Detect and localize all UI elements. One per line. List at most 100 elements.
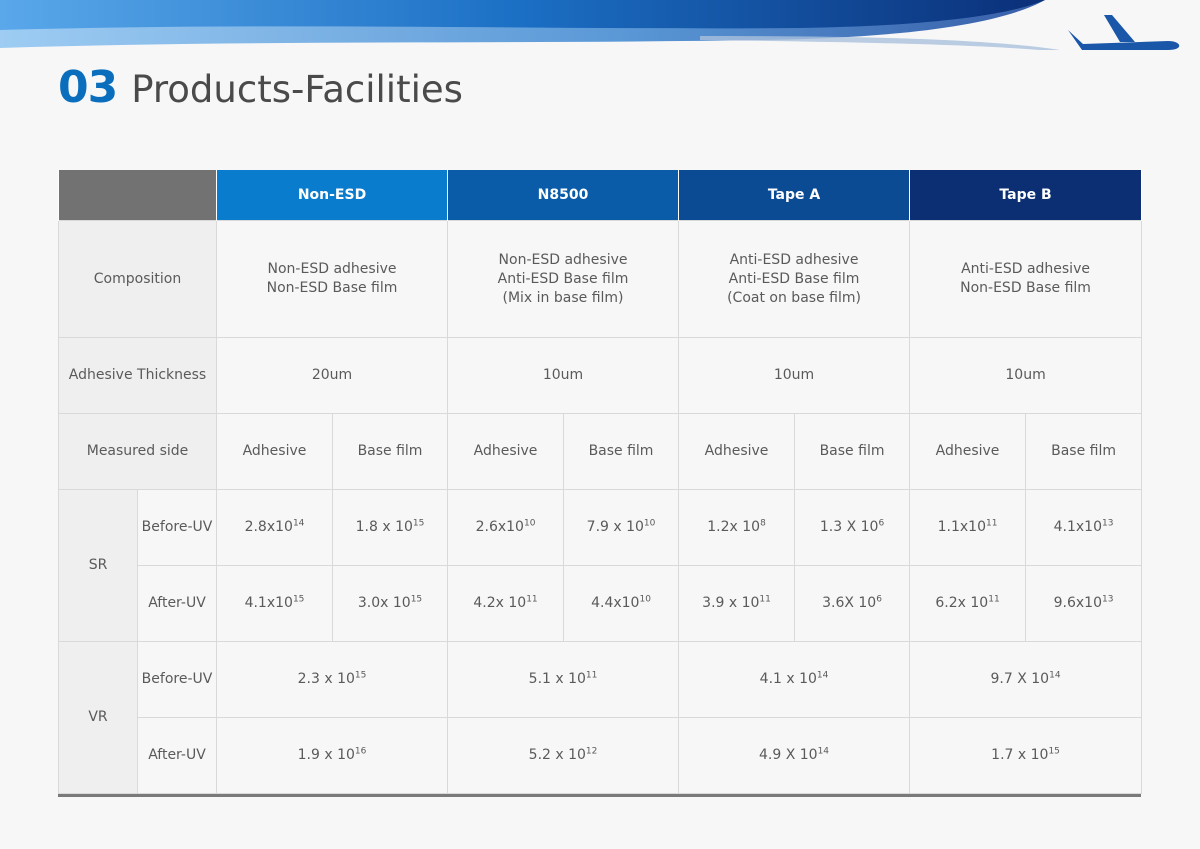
- composition-line: Non-ESD Base film: [960, 280, 1091, 296]
- composition-line: (Mix in base film): [502, 289, 624, 306]
- value-exponent: 6: [878, 518, 885, 529]
- composition-line: Non-ESD adhesive: [498, 251, 628, 268]
- value-exponent: 11: [985, 518, 998, 529]
- vr-before-row: VR Before-UV 2.3 x 1015 5.1 x 1011 4.1 x…: [58, 641, 1143, 794]
- vr-after-label: After-UV: [137, 717, 217, 794]
- measured-side-cell: Adhesive: [216, 413, 333, 490]
- vr-value-cell: 4.9 X 1014: [678, 717, 911, 794]
- value-base: 2.6x10: [475, 519, 524, 535]
- vr-value-cell: 1.9 x 1016: [215, 717, 449, 794]
- sr-value-cell: 4.1x1015: [216, 565, 333, 642]
- value-base: 5.2 x 10: [528, 747, 586, 763]
- composition-line: Non-ESD Base film: [266, 280, 398, 296]
- vr-before-label: Before-UV: [137, 641, 217, 718]
- value-exponent: 11: [759, 594, 771, 605]
- value-exponent: 10: [523, 518, 536, 529]
- value-base: 6.2x 10: [935, 595, 989, 611]
- value-exponent: 14: [292, 518, 305, 529]
- sr-value-cell: 9.6x1013: [1025, 565, 1143, 642]
- value-base: 1.3 X 10: [819, 519, 879, 535]
- measured-side-cell: Adhesive: [447, 413, 565, 490]
- sr-value-cell: 4.4x1010: [563, 565, 680, 642]
- value-exponent: 8: [760, 518, 766, 529]
- value-base: 4.1x10: [244, 595, 293, 611]
- value-exponent: 13: [1102, 594, 1114, 605]
- thickness-cell: 10um: [678, 337, 911, 414]
- thickness-row: Adhesive Thickness 20um 10um 10um 10um: [58, 337, 1143, 414]
- value-exponent: 12: [585, 746, 598, 757]
- vr-value-cell: 2.3 x 1015: [215, 641, 449, 718]
- section-number: 03: [58, 62, 118, 113]
- value-exponent: 11: [526, 594, 538, 605]
- sr-value-cell: 2.8x1014: [216, 489, 333, 566]
- thickness-cell: 10um: [447, 337, 680, 414]
- sr-value-cell: 3.9 x 1011: [678, 565, 796, 642]
- sr-value-cell: 1.3 X 106: [794, 489, 911, 566]
- value-exponent: 15: [1048, 746, 1060, 757]
- sr-value-cell: 4.1x1013: [1025, 489, 1143, 566]
- table-bottom-rule: [58, 794, 1141, 797]
- value-base: 3.6X 10: [822, 595, 877, 611]
- value-base: 4.9 X 10: [759, 747, 818, 763]
- measured-side-cell: Base film: [794, 413, 911, 490]
- sr-after-row: After-UV 4.1x1015 3.0x 1015 4.2x 1011 4.…: [59, 565, 1143, 642]
- value-exponent: 13: [1102, 518, 1114, 529]
- sr-before-label: Before-UV: [137, 489, 217, 566]
- value-exponent: 10: [639, 594, 651, 605]
- value-base: 1.2x 10: [707, 519, 761, 535]
- composition-cell: Non-ESD adhesive Anti-ESD Base film (Mix…: [447, 220, 680, 338]
- sr-value-cell: 3.6X 106: [794, 565, 911, 642]
- measured-side-cell: Base film: [1025, 413, 1143, 490]
- header-tape-a: Tape A: [678, 170, 911, 221]
- value-base: 7.9 x 10: [586, 519, 644, 535]
- vr-label: VR: [58, 641, 138, 794]
- value-exponent: 15: [412, 518, 425, 529]
- sr-value-cell: 3.0x 1015: [331, 565, 449, 642]
- vr-value-cell: 1.7 x 1015: [909, 717, 1143, 794]
- sr-value-cell: 6.2x 1011: [909, 565, 1027, 642]
- value-exponent: 16: [354, 746, 367, 757]
- value-base: 3.0x 10: [357, 595, 411, 611]
- composition-cell: Anti-ESD adhesive Anti-ESD Base film (Co…: [678, 220, 911, 338]
- sr-value-cell: 4.2x 1011: [447, 565, 565, 642]
- page-title: Products-Facilities: [131, 68, 463, 111]
- header-blank-cell: [58, 170, 217, 221]
- composition-line: Anti-ESD Base film: [728, 270, 860, 287]
- composition-line: (Coat on base film): [727, 289, 861, 306]
- sr-value-cell: 2.6x1010: [447, 489, 565, 566]
- value-exponent: 15: [410, 594, 423, 605]
- measured-side-cell: Base film: [331, 413, 449, 490]
- value-base: 3.9 x 10: [702, 595, 760, 611]
- value-base: 5.1 x 10: [528, 671, 586, 687]
- sr-value-cell: 1.2x 108: [678, 489, 796, 566]
- value-base: 1.7 x 10: [991, 747, 1049, 763]
- thickness-label: Adhesive Thickness: [58, 337, 217, 414]
- value-base: 1.9 x 10: [297, 747, 355, 763]
- value-base: 4.1 x 10: [759, 671, 817, 687]
- measured-side-row: Measured side Adhesive Base film Adhesiv…: [58, 413, 1143, 490]
- vr-value-cell: 5.2 x 1012: [447, 717, 680, 794]
- value-exponent: 10: [643, 518, 656, 529]
- measured-side-cell: Adhesive: [909, 413, 1027, 490]
- page-heading: 03 Products-Facilities: [58, 62, 463, 116]
- header-non-esd: Non-ESD: [215, 170, 449, 221]
- composition-label: Composition: [58, 220, 217, 338]
- value-exponent: 14: [817, 746, 830, 757]
- header-tape-b: Tape B: [909, 170, 1143, 221]
- value-base: 4.4x10: [591, 595, 640, 611]
- sr-value-cell: 1.1x1011: [909, 489, 1027, 566]
- composition-line: Non-ESD adhesive: [267, 261, 397, 277]
- header-n8500: N8500: [447, 170, 680, 221]
- product-spec-table: Non-ESD N8500 Tape A Tape B Composition …: [58, 170, 1143, 794]
- thickness-cell: 20um: [215, 337, 449, 414]
- vr-value-cell: 9.7 X 1014: [909, 641, 1143, 718]
- vr-value-cell: 4.1 x 1014: [678, 641, 911, 718]
- value-exponent: 6: [876, 594, 882, 605]
- value-base: 4.1x10: [1053, 519, 1102, 535]
- value-base: 1.8 x 10: [355, 519, 413, 535]
- composition-line: Anti-ESD adhesive: [729, 251, 859, 268]
- measured-side-cell: Adhesive: [678, 413, 796, 490]
- sr-value-cell: 7.9 x 1010: [563, 489, 680, 566]
- measured-side-cell: Base film: [563, 413, 680, 490]
- sr-before-row: SR Before-UV 2.8x1014 1.8 x 1015 2.6x101…: [58, 489, 1143, 642]
